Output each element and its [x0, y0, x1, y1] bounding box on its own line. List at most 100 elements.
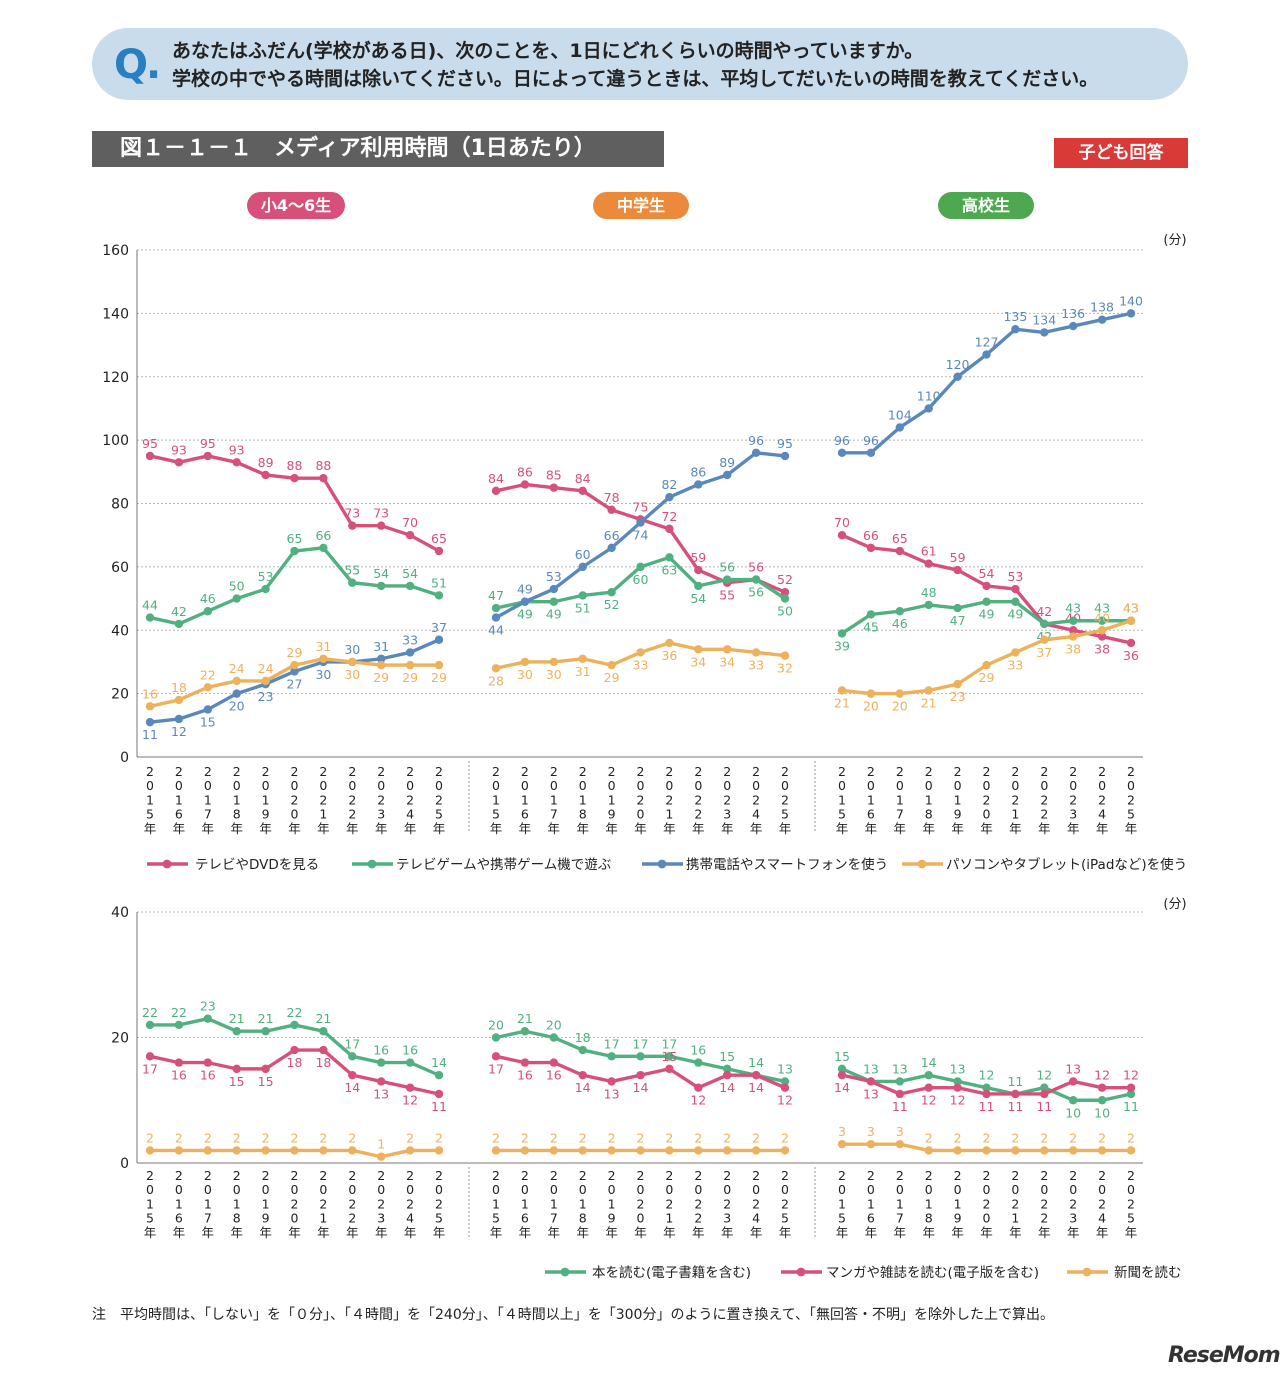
point-pc: [405, 660, 415, 670]
data-label-book: 17: [344, 1036, 360, 1051]
point-game: [953, 603, 962, 613]
point-manga: [232, 1064, 241, 1074]
data-label-book: 10: [1094, 1105, 1110, 1120]
data-label-phone: 33: [402, 632, 418, 647]
data-label-manga: 11: [1036, 1099, 1052, 1114]
data-label-pc: 29: [373, 670, 389, 685]
point-book: [982, 1083, 991, 1092]
point-phone: [520, 597, 530, 606]
data-label-game: 56: [748, 585, 764, 600]
point-news: [723, 1146, 732, 1155]
point-book: [723, 1064, 732, 1074]
data-label-pc: 23: [950, 689, 966, 704]
data-label-game: 43: [1065, 601, 1081, 616]
data-label-manga: 17: [142, 1061, 158, 1076]
point-phone: [491, 613, 501, 622]
data-label-tv: 88: [315, 458, 331, 473]
legend-label-game: テレビゲームや携帯ゲーム機で遊ぶ: [396, 857, 611, 873]
data-label-pc: 20: [863, 699, 879, 714]
data-label-news: 2: [954, 1130, 962, 1145]
data-label-news: 2: [435, 1130, 443, 1145]
data-label-pc: 18: [171, 680, 187, 695]
data-label-pc: 29: [604, 670, 620, 685]
point-tv: [780, 588, 790, 597]
point-phone: [780, 451, 790, 461]
point-tv: [491, 486, 501, 496]
point-phone: [1069, 321, 1078, 331]
data-label-phone: 31: [373, 639, 389, 654]
point-news: [665, 1146, 674, 1155]
point-pc: [319, 654, 328, 663]
data-label-phone: 127: [975, 335, 999, 350]
point-game: [203, 607, 212, 616]
data-label-manga: 13: [604, 1086, 620, 1101]
point-phone: [723, 470, 732, 480]
point-news: [895, 1139, 904, 1149]
legend-label-news: 新聞を読む: [1114, 1265, 1182, 1281]
data-label-phone: 30: [344, 642, 360, 657]
data-label-news: 3: [867, 1124, 875, 1139]
data-label-manga: 13: [1065, 1061, 1081, 1076]
data-label-news: 3: [838, 1124, 846, 1139]
point-phone: [232, 689, 241, 698]
data-label-news: 2: [348, 1130, 356, 1145]
data-label-game: 50: [777, 604, 793, 619]
point-phone: [665, 492, 674, 502]
data-label-manga: 18: [315, 1055, 331, 1070]
data-label-game: 65: [287, 531, 303, 546]
point-manga: [174, 1058, 184, 1067]
point-manga: [866, 1077, 876, 1086]
point-game: [751, 575, 761, 584]
data-label-game: 54: [373, 566, 389, 581]
data-label-book: 18: [575, 1030, 591, 1045]
data-label-pc: 20: [892, 699, 908, 714]
point-news: [924, 1146, 933, 1155]
data-label-news: 2: [665, 1130, 673, 1145]
data-label-game: 47: [950, 613, 966, 628]
data-label-book: 12: [979, 1068, 995, 1083]
data-label-news: 2: [983, 1130, 991, 1145]
figure-title: 図１－１－１ メディア利用時間（1日あたり）: [92, 131, 664, 167]
data-label-phone: 95: [777, 436, 793, 451]
data-label-phone: 53: [546, 569, 562, 584]
data-label-game: 48: [921, 585, 937, 600]
data-label-tv: 88: [287, 458, 303, 473]
data-label-pc: 21: [834, 695, 850, 710]
point-book: [636, 1052, 645, 1061]
point-manga: [203, 1058, 212, 1067]
point-news: [953, 1146, 962, 1155]
question-line-2: 学校の中でやる時間は除いてください。日によって違うときは、平均してだいたいの時間…: [172, 68, 1099, 90]
point-news: [549, 1146, 558, 1155]
data-label-manga: 16: [546, 1068, 562, 1083]
point-pc: [694, 645, 703, 654]
data-label-tv: 54: [979, 566, 995, 581]
data-label-pc: 38: [1065, 642, 1081, 657]
point-book: [261, 1027, 270, 1036]
point-book: [491, 1033, 501, 1042]
data-label-pc: 24: [229, 661, 245, 676]
data-label-phone: 86: [690, 464, 706, 479]
point-phone: [895, 423, 904, 432]
data-label-manga: 18: [287, 1055, 303, 1070]
respondent-badge: 子ども回答: [1054, 138, 1188, 168]
point-news: [520, 1146, 530, 1155]
point-pc: [665, 638, 674, 648]
data-label-game: 49: [546, 607, 562, 622]
point-manga: [578, 1070, 587, 1080]
resemom-logo: ReseMom: [1168, 1343, 1280, 1368]
point-pc: [434, 660, 444, 670]
